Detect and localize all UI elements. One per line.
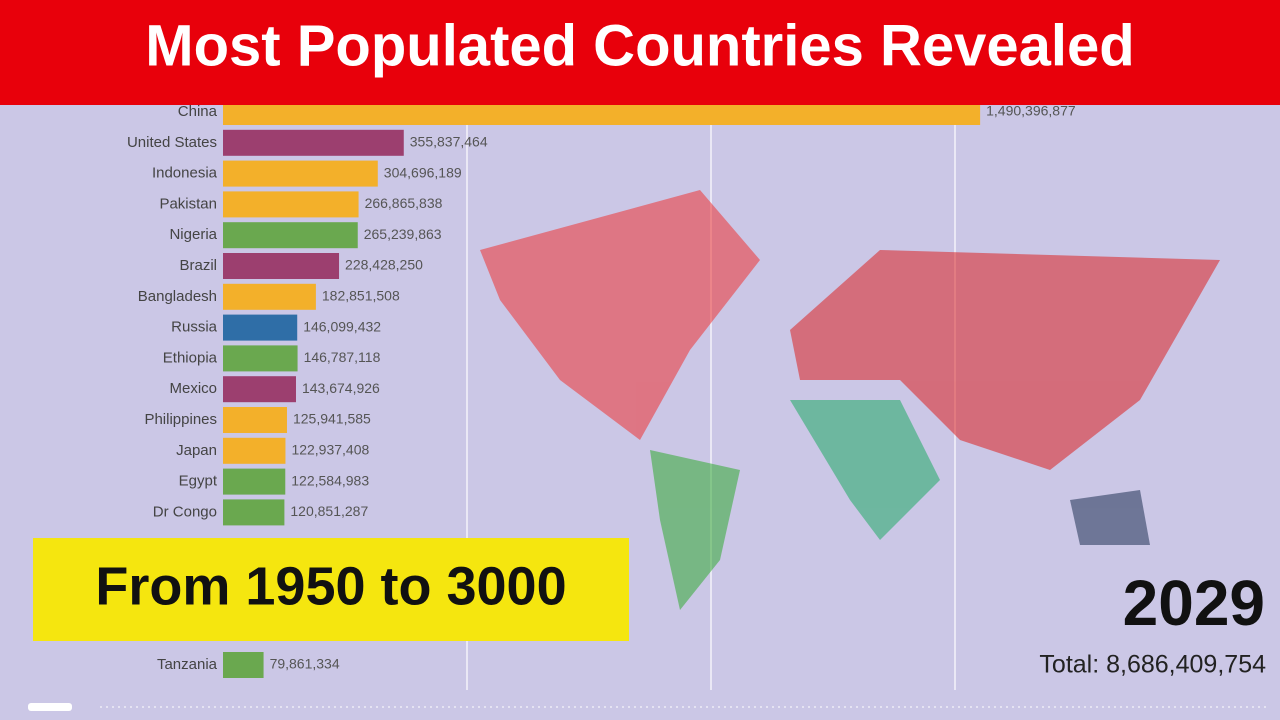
value-label: 182,851,508 xyxy=(322,288,400,304)
world-map xyxy=(480,190,1220,610)
bar xyxy=(223,314,298,341)
bar xyxy=(223,376,296,403)
value-label: 122,584,983 xyxy=(291,472,369,488)
category-label: Nigeria xyxy=(169,226,217,243)
value-label: 143,674,926 xyxy=(302,380,380,396)
map-australia xyxy=(1070,490,1150,545)
value-label: 146,787,118 xyxy=(304,349,381,365)
bar xyxy=(223,468,286,495)
category-label: Dr Congo xyxy=(153,503,217,520)
map-americas-north xyxy=(480,190,760,440)
subtitle-box xyxy=(33,538,629,641)
category-label: Japan xyxy=(176,442,217,459)
bar xyxy=(223,160,378,187)
bar xyxy=(223,191,359,218)
value-label: 120,851,287 xyxy=(290,503,368,519)
category-label: Tanzania xyxy=(157,656,218,673)
year: 2029 xyxy=(1123,567,1265,639)
value-label: 304,696,189 xyxy=(384,164,462,180)
bar xyxy=(223,253,340,279)
map-africa xyxy=(790,400,940,540)
map-americas-south xyxy=(650,450,740,610)
bar xyxy=(223,222,358,249)
value-label: 266,865,838 xyxy=(365,195,443,211)
category-label: Russia xyxy=(171,319,218,336)
category-label: China xyxy=(178,103,218,120)
chart-title: Most Populated Countries Revealed xyxy=(145,13,1134,78)
category-label: Ethiopia xyxy=(163,349,218,366)
value-label: 125,941,585 xyxy=(293,411,371,427)
category-label: Pakistan xyxy=(159,195,217,212)
value-label: 265,239,863 xyxy=(364,226,442,242)
value-label: 355,837,464 xyxy=(410,134,488,150)
category-label: Mexico xyxy=(169,380,217,397)
title-banner xyxy=(0,0,1280,105)
category-label: United States xyxy=(127,134,217,151)
bar xyxy=(223,499,285,526)
value-label: 79,861,334 xyxy=(270,656,340,672)
bar xyxy=(223,283,316,310)
total: Total: 8,686,409,754 xyxy=(1039,651,1266,679)
bar xyxy=(223,407,287,433)
category-label: Brazil xyxy=(179,257,217,274)
category-label: Egypt xyxy=(179,473,218,490)
value-label: 146,099,432 xyxy=(303,318,381,334)
category-label: Indonesia xyxy=(152,165,218,182)
map-eurasia xyxy=(790,250,1220,470)
bar xyxy=(223,129,404,156)
value-label: 1,490,396,877 xyxy=(986,103,1076,119)
bar xyxy=(223,437,286,464)
bar xyxy=(223,345,298,372)
category-label: Philippines xyxy=(144,411,217,428)
value-label: 122,937,408 xyxy=(291,442,369,458)
value-label: 228,428,250 xyxy=(345,257,423,273)
category-label: Bangladesh xyxy=(138,288,217,305)
subtitle: From 1950 to 3000 xyxy=(95,556,566,616)
progress-handle xyxy=(28,703,72,711)
bar xyxy=(223,652,264,678)
